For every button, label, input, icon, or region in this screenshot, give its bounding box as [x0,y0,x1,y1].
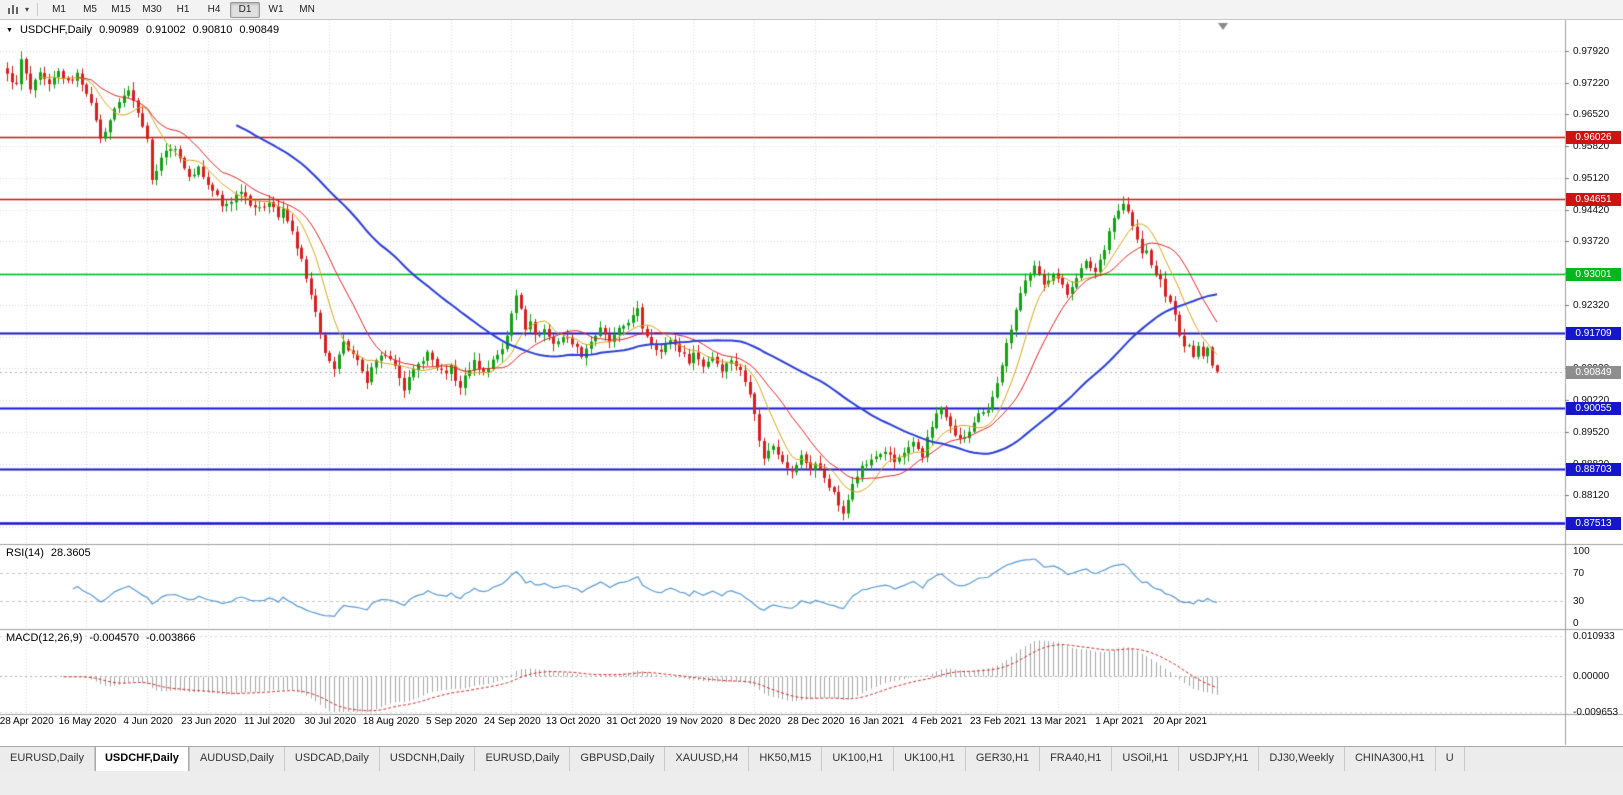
chart-title: ▼ USDCHF,Daily 0.90989 0.91002 0.90810 0… [6,24,279,37]
bottom-filler [0,771,1623,795]
chart-tab-xauusd-h4[interactable]: XAUUSD,H4 [665,747,750,771]
price-level-label: 0.87513 [1566,516,1621,530]
price-level-label: 0.96026 [1566,130,1621,144]
price-tick-label: 0.90220 [1573,395,1609,406]
toolbar-separator [37,3,39,16]
chart-tab-uk100-h1[interactable]: UK100,H1 [894,747,966,771]
price-open: 0.90989 [99,24,139,36]
chart-tab-audusd-daily[interactable]: AUDUSD,Daily [190,747,285,771]
chart-tab-usdchf-daily[interactable]: USDCHF,Daily [94,747,190,771]
chart-tabs-bar: EURUSD,Daily USDCHF,Daily AUDUSD,Daily USDC… [0,746,1623,771]
chart-tab-usoil-h1[interactable]: USOil,H1 [1112,747,1180,771]
price-tick-label: 0.97920 [1573,45,1610,57]
current-price-label: 0.90849 [1566,365,1621,379]
macd-axis-label: 0.00000 [1573,671,1610,682]
rsi-axis-label: 70 [1573,567,1585,579]
price-tick-label: 0.95120 [1573,172,1610,184]
toolbar: ▾ M1 M5 M15 M30 H1 H4 D1 W1 MN [0,0,1623,20]
price-tick-label: 0.97220 [1573,77,1610,89]
timeframe-button-d1[interactable]: D1 [230,1,261,18]
symbol-collapse-icon[interactable]: ▼ [6,27,13,34]
price-level-label: 0.91709 [1566,326,1621,340]
price-tick-label: 0.96520 [1573,109,1610,121]
timeframe-button-m30[interactable]: M30 [142,3,162,15]
price-tick-label: 0.94420 [1573,204,1610,216]
price-high: 0.91002 [145,24,186,36]
price-tick-label: 0.92320 [1573,299,1610,311]
timeframe-button-m5[interactable]: M5 [83,3,97,15]
price-level-label: 0.94651 [1566,193,1621,207]
timeframe-button-h4[interactable]: H4 [207,3,221,15]
chart-tab-china300-h1[interactable]: CHINA300,H1 [1345,747,1436,771]
price-axis[interactable]: 0.97920 0.97220 0.96520 0.95820 0.95120 0.944… [1565,0,1623,771]
rsi-current-value: 28.3605 [50,547,91,559]
chart-tab-u[interactable]: U [1436,747,1465,771]
rsi-indicator-name: RSI(14) [6,547,44,559]
macd-indicator-name: MACD(12,26,9) [6,632,83,644]
chart-dropdown-icon[interactable]: ▾ [25,5,30,14]
price-tick-label: 0.93720 [1573,236,1610,248]
price-tick-label: 0.89520 [1573,426,1610,438]
chart-tab-usdcnh-daily[interactable]: USDCNH,Daily [380,747,476,771]
chart-tab-fra40-h1[interactable]: FRA40,H1 [1040,747,1113,771]
macd-main-value: -0.004570 [89,632,139,644]
rsi-indicator-label: RSI(14) 28.3605 [6,547,91,559]
timeframe-button-w1[interactable]: W1 [268,3,284,15]
chart-tab-usdcad-daily[interactable]: USDCAD,Daily [285,747,380,771]
timeframe-button-h1[interactable]: H1 [176,3,190,15]
rsi-axis-label: 0 [1573,618,1579,629]
macd-axis-label: 0.010933 [1573,630,1615,642]
price-level-label: 0.93001 [1566,267,1621,281]
price-tick-label: 0.95820 [1573,141,1610,153]
chart-tab-eurusd-daily[interactable]: EURUSD,Daily [0,747,95,771]
chart-tab-gbpusd-daily[interactable]: GBPUSD,Daily [570,747,666,771]
symbol-name: USDCHF,Daily [19,24,93,36]
price-level-label: 0.88703 [1566,462,1621,476]
rsi-axis-label: 30 [1573,596,1585,608]
chart-tab-uk100-h1[interactable]: UK100,H1 [822,747,895,771]
chart-tab-hk50-m15[interactable]: HK50,M15 [749,747,823,771]
price-level-label: 0.90055 [1566,401,1621,415]
timeframe-buttons: M1 M5 M15 M30 H1 H4 D1 W1 MN [44,1,322,18]
price-low: 0.90810 [192,24,233,36]
macd-axis-label: -0.009653 [1573,706,1619,718]
macd-signal-value: -0.003866 [145,632,196,644]
price-close: 0.90849 [239,24,280,36]
timeframe-button-m1[interactable]: M1 [52,3,66,15]
timeframe-button-m15[interactable]: M15 [111,3,131,15]
chart-tab-usdjpy-h1[interactable]: USDJPY,H1 [1179,747,1260,771]
chart-tab-ger30-h1[interactable]: GER30,H1 [966,747,1041,771]
chart-type-icon[interactable] [5,4,22,15]
chart-tab-dj30-weekly[interactable]: DJ30,Weekly [1259,747,1345,771]
timeframe-button-mn[interactable]: MN [299,3,315,15]
price-tick-label: 0.88120 [1573,490,1610,502]
macd-indicator-label: MACD(12,26,9) -0.004570 -0.003866 [6,632,196,644]
chart-tab-eurusd-daily[interactable]: EURUSD,Daily [475,747,571,771]
rsi-axis-label: 100 [1573,546,1590,557]
